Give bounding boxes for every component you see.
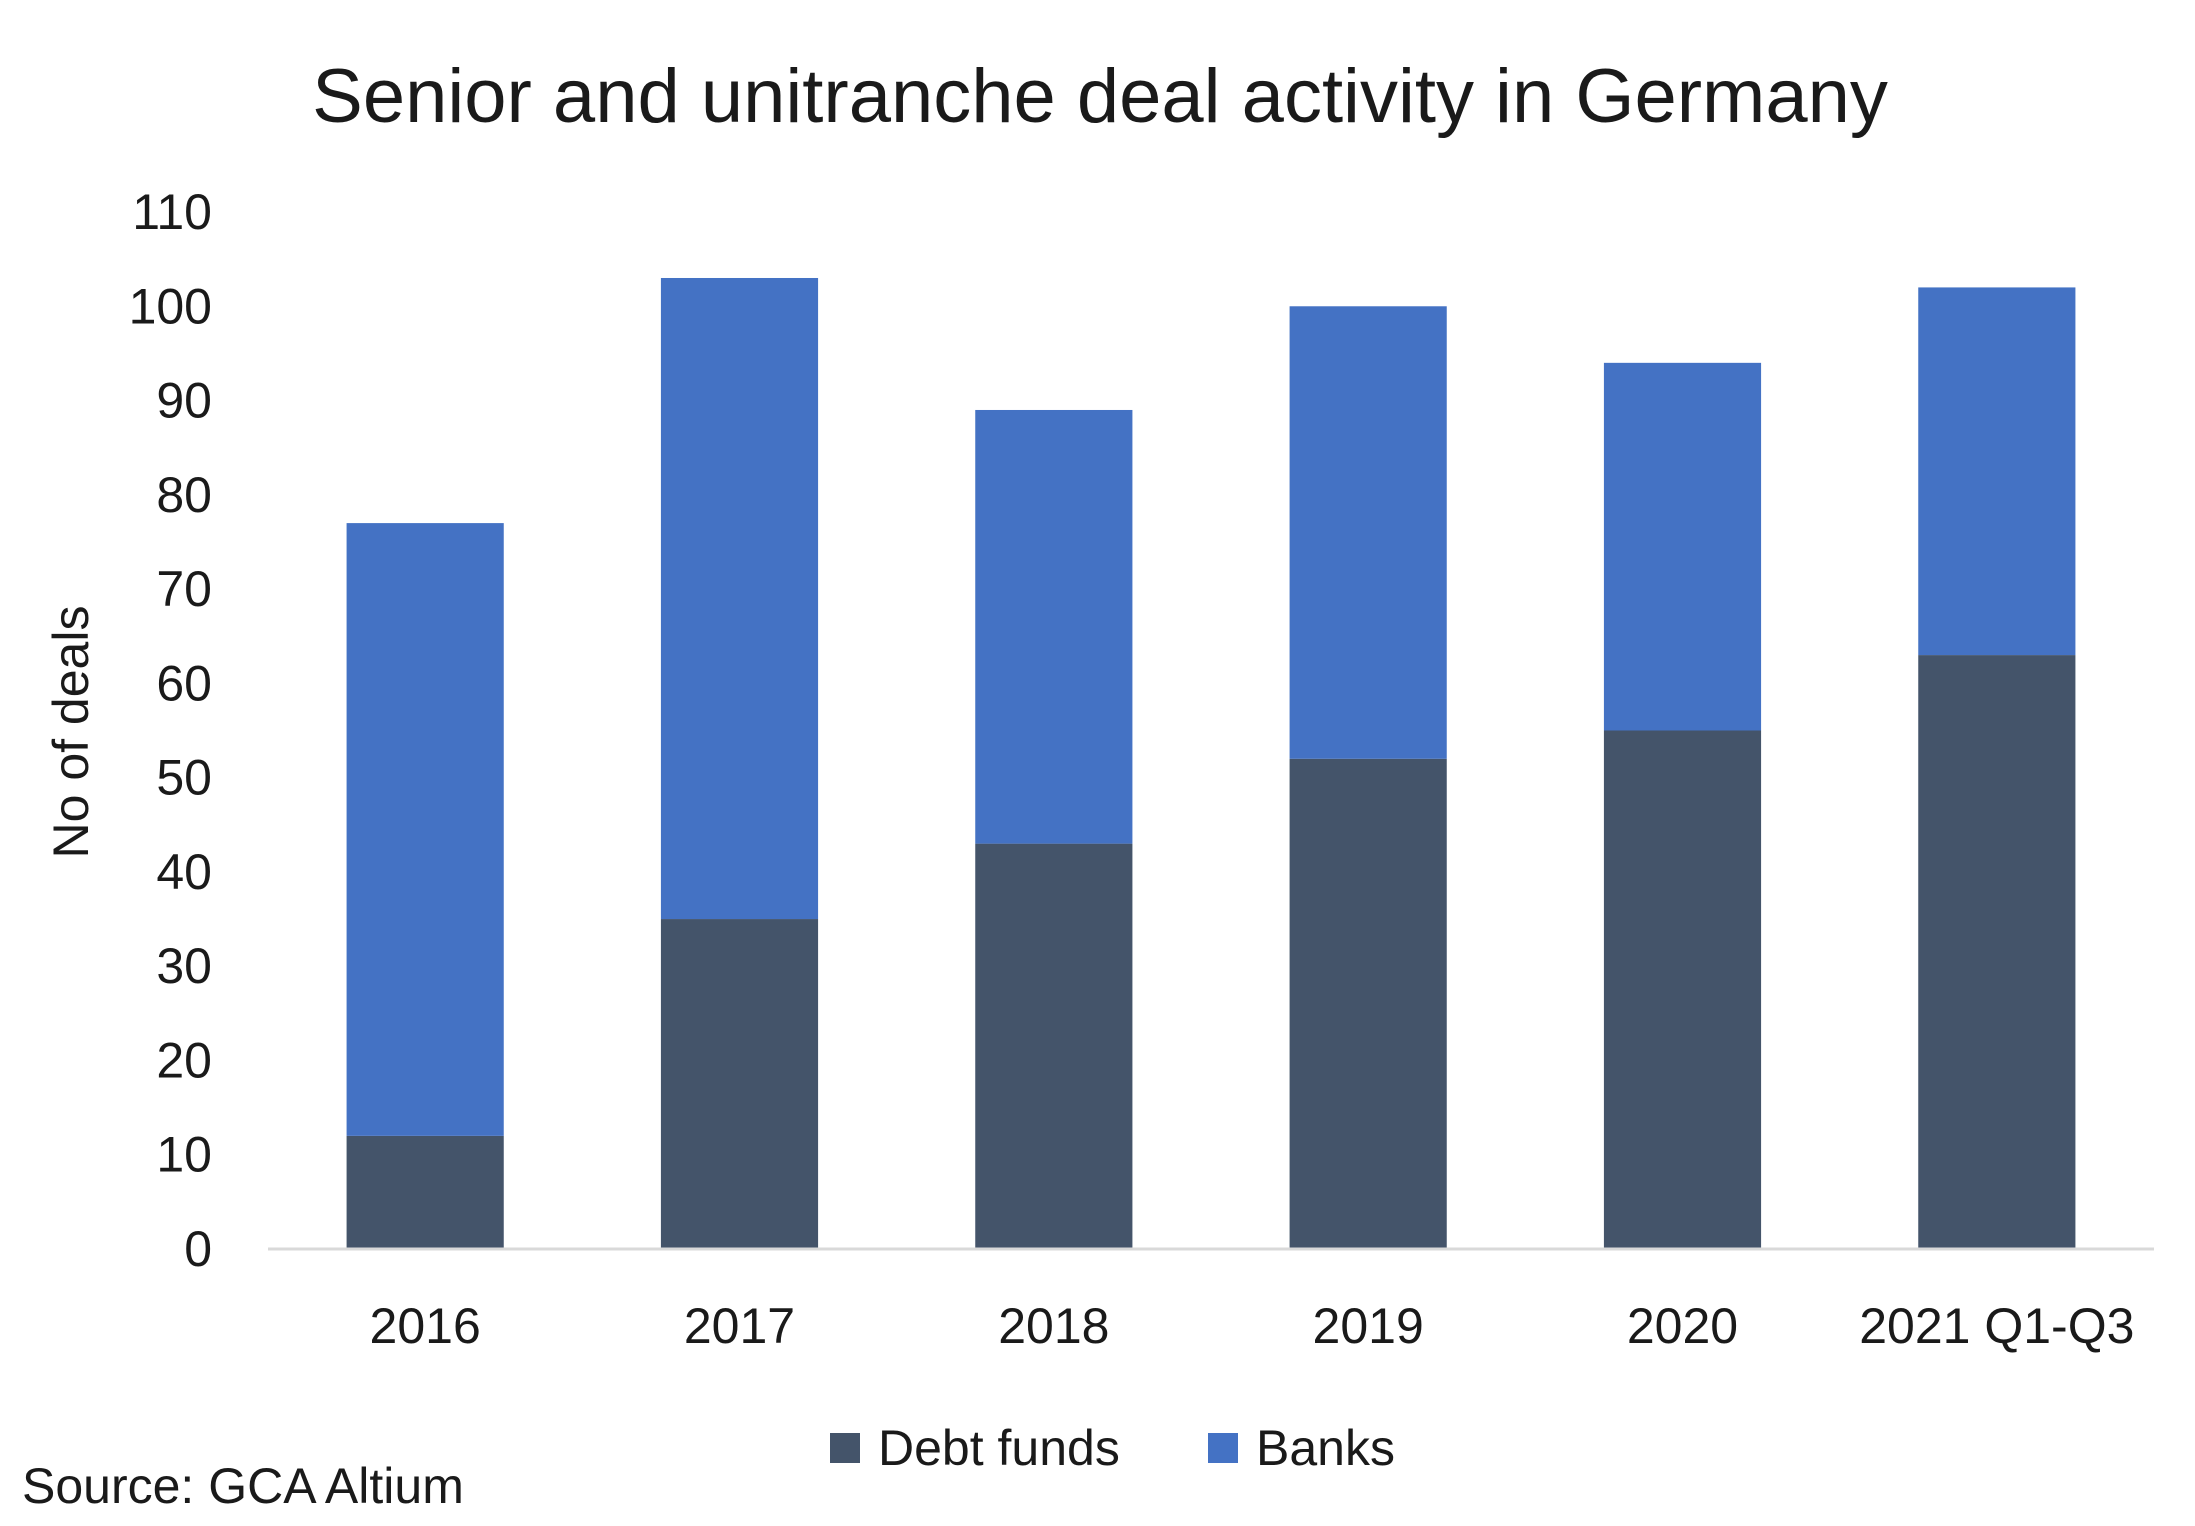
bar-banks-1 — [660, 277, 819, 920]
bar-debt-funds-3 — [1289, 758, 1447, 1249]
x-tick-label: 2016 — [370, 1298, 481, 1354]
legend: Debt funds Banks — [830, 1420, 1395, 1476]
y-tick-label: 30 — [156, 938, 212, 994]
y-tick-label: 50 — [156, 750, 212, 806]
bar-banks-0 — [346, 523, 504, 1136]
x-tick-label: 2019 — [1313, 1298, 1424, 1354]
bar-banks-2 — [975, 409, 1133, 844]
x-tick-label: 2020 — [1627, 1298, 1738, 1354]
legend-swatch-banks — [1208, 1433, 1238, 1463]
y-tick-label: 40 — [156, 844, 212, 900]
y-tick-label: 60 — [156, 655, 212, 711]
source-note: Source: GCA Altium — [22, 1458, 464, 1514]
y-axis-label: No of deals — [43, 606, 99, 859]
bar-banks-3 — [1289, 306, 1447, 759]
y-tick-label: 20 — [156, 1032, 212, 1088]
bar-banks-4 — [1603, 362, 1762, 731]
y-tick-label: 90 — [156, 373, 212, 429]
chart-title: Senior and unitranche deal activity in G… — [312, 54, 1888, 139]
y-tick-label: 70 — [156, 561, 212, 617]
y-tick-label: 0 — [184, 1221, 212, 1277]
bar-debt-funds-0 — [346, 1135, 504, 1249]
bar-debt-funds-2 — [975, 843, 1133, 1249]
bars — [346, 277, 2076, 1249]
y-tick-label: 10 — [156, 1127, 212, 1183]
y-axis-ticks: 0 10 20 30 40 50 60 70 80 90 100 110 — [129, 184, 212, 1277]
y-tick-label: 100 — [129, 278, 212, 334]
x-tick-label: 2021 Q1-Q3 — [1859, 1298, 2134, 1354]
bar-banks-5 — [1918, 287, 2076, 656]
y-tick-label: 80 — [156, 467, 212, 523]
legend-label-banks: Banks — [1256, 1420, 1395, 1476]
legend-swatch-debt-funds — [830, 1433, 860, 1463]
y-tick-label: 110 — [132, 184, 212, 240]
x-tick-label: 2017 — [684, 1298, 795, 1354]
bar-debt-funds-5 — [1918, 655, 2076, 1249]
bar-debt-funds-4 — [1603, 730, 1762, 1249]
x-tick-label: 2018 — [998, 1298, 1109, 1354]
bar-debt-funds-1 — [660, 919, 819, 1249]
legend-label-debt-funds: Debt funds — [878, 1420, 1120, 1476]
x-axis-ticks: 2016 2017 2018 2019 2020 2021 Q1-Q3 — [370, 1298, 2135, 1354]
